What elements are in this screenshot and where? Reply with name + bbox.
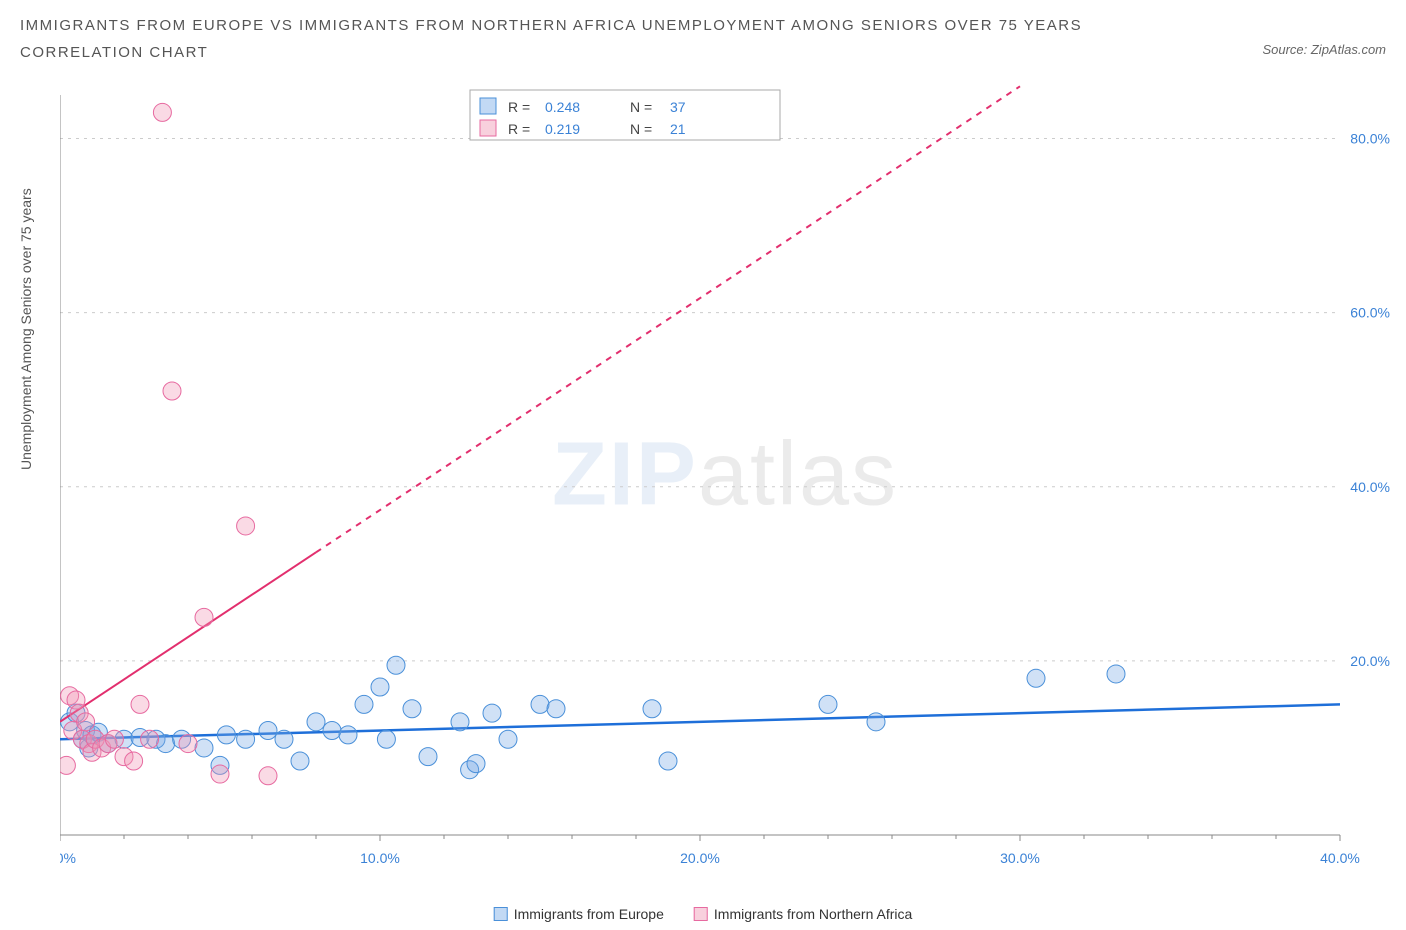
y-tick-label: 80.0%: [1350, 131, 1390, 147]
scatter-point: [217, 726, 235, 744]
stat-n-label: N =: [630, 121, 652, 137]
x-tick-label: 20.0%: [680, 850, 720, 866]
chart-title: IMMIGRANTS FROM EUROPE VS IMMIGRANTS FRO…: [20, 12, 1082, 66]
y-axis-label: Unemployment Among Seniors over 75 years: [18, 188, 34, 470]
scatter-point: [163, 382, 181, 400]
scatter-point: [157, 735, 175, 753]
scatter-point: [259, 767, 277, 785]
scatter-point: [531, 695, 549, 713]
scatter-point: [307, 713, 325, 731]
scatter-point: [291, 752, 309, 770]
scatter-point: [259, 722, 277, 740]
stat-r-label: R =: [508, 121, 530, 137]
scatter-point: [131, 695, 149, 713]
regression-line: [316, 86, 1020, 552]
scatter-point: [237, 730, 255, 748]
scatter-point: [141, 730, 159, 748]
stat-r-value: 0.219: [545, 121, 580, 137]
scatter-point: [547, 700, 565, 718]
scatter-point: [1107, 665, 1125, 683]
scatter-point: [275, 730, 293, 748]
scatter-point: [387, 656, 405, 674]
x-tick-label: 10.0%: [360, 850, 400, 866]
scatter-point: [195, 608, 213, 626]
y-tick-label: 60.0%: [1350, 305, 1390, 321]
scatter-point: [153, 103, 171, 121]
scatter-point: [377, 730, 395, 748]
title-line-1: IMMIGRANTS FROM EUROPE VS IMMIGRANTS FRO…: [20, 17, 1082, 34]
scatter-point: [371, 678, 389, 696]
scatter-point: [1027, 669, 1045, 687]
scatter-point: [339, 726, 357, 744]
stat-r-label: R =: [508, 99, 530, 115]
scatter-point: [60, 756, 75, 774]
source-attribution: Source: ZipAtlas.com: [1262, 42, 1386, 57]
title-line-2: CORRELATION CHART: [20, 44, 208, 61]
legend-label: Immigrants from Europe: [514, 906, 664, 922]
scatter-point: [355, 695, 373, 713]
scatter-point: [451, 713, 469, 731]
y-tick-label: 40.0%: [1350, 479, 1390, 495]
x-tick-label: 30.0%: [1000, 850, 1040, 866]
legend-swatch: [694, 907, 708, 921]
scatter-point: [125, 752, 143, 770]
scatter-point: [179, 735, 197, 753]
legend-label: Immigrants from Northern Africa: [714, 906, 912, 922]
legend-swatch: [494, 907, 508, 921]
scatter-point: [867, 713, 885, 731]
scatter-point: [211, 765, 229, 783]
scatter-point: [419, 748, 437, 766]
stat-n-value: 37: [670, 99, 686, 115]
scatter-point: [323, 722, 341, 740]
scatter-point: [483, 704, 501, 722]
legend-bottom: Immigrants from Europe Immigrants from No…: [494, 906, 913, 922]
x-tick-label: 40.0%: [1320, 850, 1360, 866]
legend-item: Immigrants from Northern Africa: [694, 906, 912, 922]
legend-item: Immigrants from Europe: [494, 906, 664, 922]
stat-swatch: [480, 120, 496, 136]
scatter-point: [105, 730, 123, 748]
scatter-plot: 20.0% 40.0% 60.0% 80.0% 0.0% 10.0% 20.0% 30.0% 4…: [60, 80, 1390, 870]
regression-line: [60, 552, 316, 721]
scatter-point: [659, 752, 677, 770]
scatter-point: [237, 517, 255, 535]
scatter-point: [77, 713, 95, 731]
scatter-point: [499, 730, 517, 748]
chart-area: ZIPatlas 20.0%40.0%60.0%80.0%0.0%10.0%20…: [60, 80, 1390, 870]
scatter-point: [195, 739, 213, 757]
stat-r-value: 0.248: [545, 99, 580, 115]
scatter-point: [467, 755, 485, 773]
stat-swatch: [480, 98, 496, 114]
x-tick-label: 0.0%: [60, 850, 76, 866]
scatter-point: [643, 700, 661, 718]
scatter-point: [819, 695, 837, 713]
stat-n-label: N =: [630, 99, 652, 115]
header: IMMIGRANTS FROM EUROPE VS IMMIGRANTS FRO…: [0, 0, 1406, 72]
stat-n-value: 21: [670, 121, 686, 137]
y-tick-label: 20.0%: [1350, 653, 1390, 669]
scatter-point: [403, 700, 421, 718]
